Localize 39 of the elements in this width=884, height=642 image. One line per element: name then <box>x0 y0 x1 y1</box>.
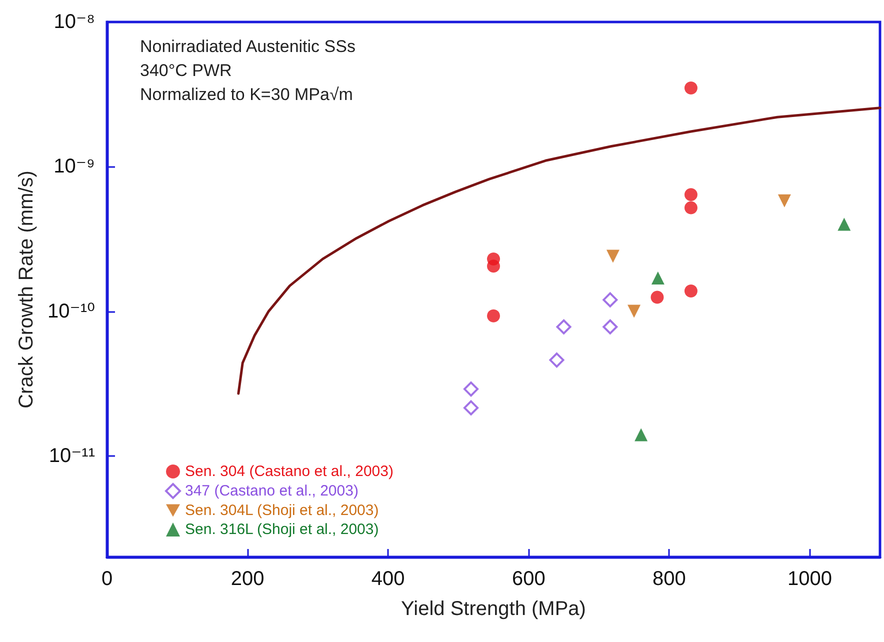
point <box>487 309 500 322</box>
point <box>684 188 698 202</box>
point <box>464 382 479 397</box>
point <box>549 352 564 368</box>
point <box>556 319 572 334</box>
x-tick-label: 800 <box>652 568 686 590</box>
x-tick-label: 400 <box>371 568 405 590</box>
point <box>464 400 479 416</box>
y-tick-label: 10⁻¹⁰ <box>48 300 95 322</box>
y-axis-title: Crack Growth Rate (mm/s) <box>16 170 38 408</box>
point <box>628 304 641 318</box>
point <box>606 250 620 263</box>
annotation: Nonirradiated Austenitic SSs <box>140 37 356 56</box>
x-tick-label: 200 <box>230 568 264 590</box>
x-tick-label: 0 <box>101 568 113 590</box>
point <box>602 319 618 334</box>
point <box>602 292 618 308</box>
point <box>778 194 791 208</box>
legend-label: Sen. 316L (Shoji et al., 2003) <box>185 521 379 538</box>
line-series <box>237 106 882 395</box>
x-axis-title: Yield Strength (MPa) <box>401 598 586 620</box>
y-tick-label: 10⁻⁹ <box>54 156 95 178</box>
legend-label: Sen. 304L (Shoji et al., 2003) <box>185 502 379 519</box>
legend-label: 347 (Castano et al., 2003) <box>185 482 358 500</box>
x-tick-label: 600 <box>512 568 546 590</box>
point <box>651 271 664 284</box>
legend-label: Sen. 304 (Castano et al., 2003) <box>185 463 394 480</box>
point <box>684 284 698 298</box>
annotation: Normalized to K=30 MPa√m <box>140 85 353 104</box>
x-tick-label: 1000 <box>787 568 832 590</box>
point <box>650 290 664 304</box>
y-tick-label: 10⁻⁸ <box>54 11 95 33</box>
point <box>838 218 851 231</box>
annotation: 340°C PWR <box>140 61 232 80</box>
point <box>684 81 698 94</box>
point <box>684 201 698 214</box>
y-tick-label: 10⁻¹¹ <box>48 444 96 467</box>
point <box>634 428 648 442</box>
point <box>487 260 500 273</box>
